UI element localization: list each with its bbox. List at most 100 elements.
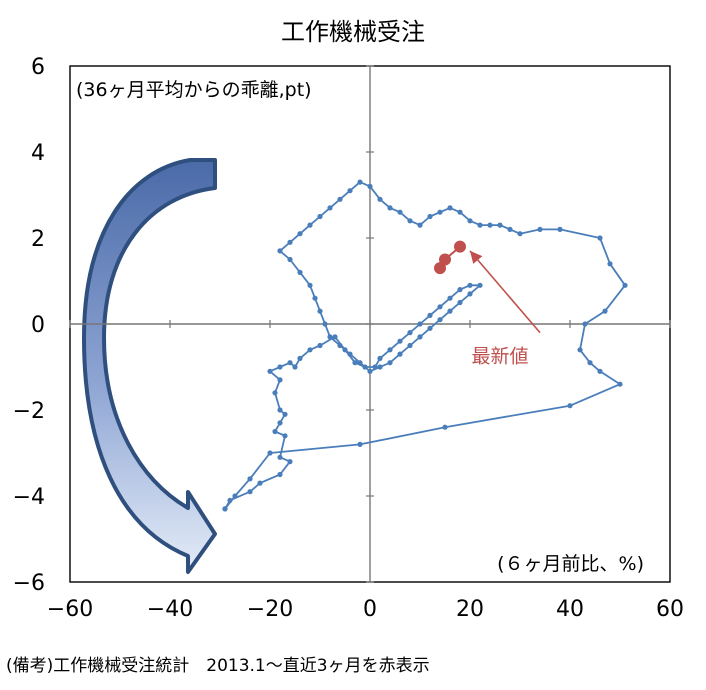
- annotations: (36ヶ月平均からの乖離,pt) (６ヶ月前比、%) 最新値: [76, 79, 644, 575]
- data-point: [347, 188, 353, 194]
- data-point: [557, 226, 563, 232]
- data-point: [587, 360, 593, 366]
- data-point: [272, 428, 278, 435]
- series-line: [224, 181, 626, 510]
- data-point: [607, 261, 613, 267]
- data-point: [307, 282, 313, 288]
- data-point: [277, 364, 283, 370]
- y-tick-label: 0: [31, 313, 45, 338]
- data-point: [577, 347, 583, 353]
- data-point: [267, 368, 273, 374]
- data-point: [337, 196, 343, 202]
- data-point: [287, 256, 293, 263]
- data-point: [567, 403, 573, 409]
- data-point: [287, 239, 293, 245]
- data-point: [247, 476, 253, 482]
- data-point: [377, 196, 383, 202]
- series-group: [222, 179, 628, 512]
- data-point: [387, 347, 393, 353]
- x-axis-note: (６ヶ月前比、%): [497, 553, 644, 575]
- data-point: [407, 330, 413, 336]
- data-point: [487, 222, 493, 228]
- data-point: [602, 308, 608, 314]
- data-point: [377, 364, 383, 370]
- data-point: [317, 342, 323, 349]
- data-point: [277, 377, 283, 383]
- data-point: [297, 231, 303, 237]
- data-point: [292, 364, 298, 370]
- data-point: [277, 248, 283, 254]
- data-point: [232, 493, 238, 499]
- data-point: [332, 334, 338, 340]
- y-tick-label: 6: [31, 55, 45, 80]
- data-point: [597, 368, 603, 374]
- data-point: [387, 360, 393, 366]
- data-point: [467, 218, 473, 224]
- data-point: [582, 321, 588, 327]
- x-tick-label: 20: [456, 597, 484, 622]
- data-point: [307, 347, 313, 353]
- y-tick-label: −2: [13, 399, 45, 424]
- data-point: [277, 454, 283, 460]
- data-point: [272, 390, 278, 396]
- data-point: [477, 282, 483, 288]
- data-point: [417, 334, 423, 340]
- data-point: [357, 441, 363, 447]
- data-point: [442, 424, 448, 430]
- data-point: [257, 480, 263, 486]
- cycle-arrow: [82, 158, 217, 574]
- data-point: [367, 368, 373, 374]
- latest-label: 最新値: [471, 346, 528, 368]
- data-point: [247, 489, 253, 495]
- data-point: [282, 411, 288, 417]
- data-point: [277, 471, 283, 478]
- data-point: [407, 342, 413, 349]
- latest-point: [439, 253, 451, 266]
- data-point: [437, 304, 443, 310]
- data-point: [227, 497, 233, 503]
- data-point: [537, 226, 543, 232]
- data-point: [427, 213, 433, 220]
- data-point: [297, 269, 303, 275]
- data-point: [352, 360, 358, 366]
- data-point: [457, 287, 463, 293]
- y-tick-label: −6: [13, 571, 45, 596]
- data-point: [427, 312, 433, 318]
- data-point: [337, 342, 343, 349]
- data-point: [397, 338, 403, 344]
- data-point: [617, 381, 623, 387]
- x-tick-label: −20: [247, 597, 293, 622]
- data-point: [397, 351, 403, 357]
- data-point: [447, 308, 453, 314]
- data-point: [517, 231, 523, 237]
- data-point: [437, 209, 443, 215]
- cycle-arrow-shape: [82, 158, 217, 574]
- data-point: [372, 364, 378, 370]
- data-point: [377, 355, 383, 361]
- data-point: [467, 291, 473, 297]
- data-point: [362, 364, 368, 370]
- units-note: (36ヶ月平均からの乖離,pt): [76, 79, 312, 101]
- data-point: [397, 209, 403, 215]
- x-tick-label: 40: [556, 597, 584, 622]
- x-tick-label: 0: [363, 597, 377, 622]
- data-point: [437, 317, 443, 323]
- latest-point: [454, 240, 466, 253]
- data-point: [327, 205, 333, 211]
- y-tick-label: −4: [13, 485, 45, 510]
- data-point: [297, 355, 303, 361]
- data-point: [357, 360, 363, 366]
- data-point: [312, 295, 318, 301]
- chart-title: 工作機械受注: [281, 18, 425, 46]
- data-point: [347, 351, 353, 357]
- data-point: [467, 282, 473, 288]
- data-point: [322, 321, 328, 327]
- data-point: [222, 506, 228, 512]
- data-point: [507, 226, 513, 232]
- data-point: [407, 218, 413, 224]
- latest-points-group: [434, 240, 466, 275]
- data-point: [267, 450, 273, 456]
- data-point: [447, 205, 453, 211]
- latest-arrow-head: [470, 250, 483, 264]
- data-point: [277, 407, 283, 413]
